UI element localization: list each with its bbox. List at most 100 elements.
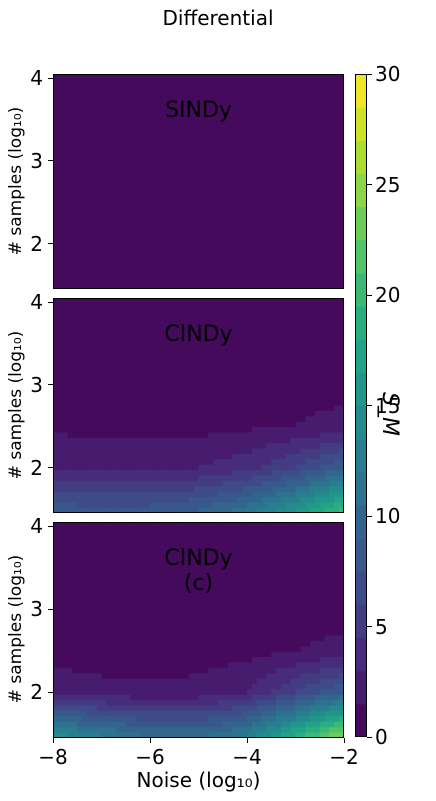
heatmap-cell: [208, 319, 214, 326]
heatmap-cell: [53, 646, 59, 653]
heatmap-cell: [53, 640, 59, 647]
heatmap-cell: [96, 256, 103, 263]
heatmap-cell: [203, 186, 209, 193]
heatmap-cell: [82, 384, 88, 390]
heatmap-cell: [72, 186, 78, 193]
heatmap-cell: [295, 357, 301, 364]
heatmap-cell: [57, 475, 64, 482]
heatmap-cell: [130, 470, 137, 476]
heatmap-cell: [174, 283, 180, 289]
heatmap-cell: [232, 251, 238, 258]
heatmap-cell: [91, 464, 98, 471]
heatmap-cell: [57, 464, 64, 471]
heatmap-cell: [140, 432, 146, 439]
heatmap-cell: [53, 619, 59, 626]
heatmap-cell: [237, 197, 243, 204]
heatmap-cell: [222, 378, 229, 385]
heatmap-cell: [174, 79, 180, 86]
heatmap-cell: [67, 480, 73, 487]
heatmap-cell: [203, 154, 209, 161]
heatmap-cell: [188, 491, 195, 498]
heatmap-cell: [57, 667, 64, 674]
heatmap-cell: [77, 219, 83, 226]
heatmap-cell: [72, 549, 78, 555]
heatmap-cell: [242, 186, 248, 193]
heatmap-cell: [106, 443, 112, 450]
heatmap-cell: [57, 251, 64, 258]
heatmap-cell: [305, 453, 311, 460]
heatmap-cell: [247, 330, 253, 337]
heatmap-cell: [266, 106, 272, 113]
heatmap-cell: [154, 351, 161, 358]
heatmap-cell: [280, 90, 287, 97]
heatmap-cell: [116, 267, 122, 274]
heatmap-plot-area: [53, 522, 344, 738]
heatmap-cell: [145, 117, 151, 123]
heatmap-cell: [324, 117, 331, 123]
heatmap-cell: [314, 427, 321, 433]
heatmap-cell: [130, 453, 137, 460]
heatmap-cell: [193, 160, 200, 166]
heatmap-cell: [339, 314, 344, 321]
heatmap-cell: [101, 389, 107, 396]
heatmap-cell: [310, 384, 316, 390]
heatmap-cell: [222, 283, 229, 289]
heatmap-cell: [130, 464, 137, 471]
heatmap-cell: [319, 251, 326, 258]
heatmap-cell: [86, 133, 93, 140]
heatmap-cell: [242, 100, 248, 107]
heatmap-cell: [310, 192, 316, 199]
heatmap-cell: [242, 378, 248, 385]
heatmap-cell: [266, 133, 272, 140]
heatmap-cell: [329, 74, 335, 80]
heatmap-cell: [96, 106, 103, 113]
heatmap-cell: [247, 464, 253, 471]
heatmap-cell: [247, 74, 253, 80]
heatmap-cell: [242, 357, 248, 364]
heatmap-cell: [237, 186, 243, 193]
heatmap-cell: [159, 197, 166, 204]
heatmap-cell: [300, 298, 306, 304]
heatmap-cell: [193, 400, 200, 407]
heatmap-cell: [261, 170, 267, 177]
heatmap-cell: [261, 127, 267, 134]
heatmap-cell: [106, 256, 112, 263]
heatmap-cell: [334, 324, 340, 331]
heatmap-cell: [339, 208, 344, 215]
heatmap-cell: [135, 384, 141, 390]
heatmap-cell: [285, 192, 292, 199]
heatmap-cell: [237, 394, 243, 401]
heatmap-cell: [183, 405, 190, 412]
heatmap-cell: [198, 486, 204, 493]
heatmap-cell: [222, 154, 229, 161]
heatmap-cell: [280, 335, 287, 342]
heatmap-cell: [300, 335, 306, 342]
heatmap-cell: [285, 298, 292, 304]
heatmap-cell: [227, 235, 234, 242]
heatmap-cell: [86, 421, 93, 428]
heatmap-cell: [232, 507, 238, 513]
heatmap-cell: [251, 278, 258, 285]
heatmap-cell: [256, 95, 263, 102]
heatmap-cell: [334, 84, 340, 91]
heatmap-cell: [339, 111, 344, 118]
heatmap-cell: [198, 502, 204, 509]
heatmap-cell: [116, 351, 122, 358]
heatmap-cell: [57, 160, 64, 166]
heatmap-cell: [213, 84, 219, 91]
heatmap-cell: [261, 410, 267, 417]
heatmap-cell: [106, 186, 112, 193]
heatmap-cell: [135, 459, 141, 466]
heatmap-cell: [72, 283, 78, 289]
heatmap-cell: [77, 95, 83, 102]
heatmap-cell: [135, 405, 141, 412]
heatmap-cell: [154, 208, 161, 215]
heatmap-cell: [154, 314, 161, 321]
heatmap-cell: [324, 394, 331, 401]
heatmap-cell: [203, 459, 209, 466]
heatmap-cell: [188, 122, 195, 129]
heatmap-cell: [266, 84, 272, 91]
heatmap-cell: [67, 165, 73, 172]
heatmap-cell: [174, 127, 180, 134]
heatmap-cell: [72, 197, 78, 204]
